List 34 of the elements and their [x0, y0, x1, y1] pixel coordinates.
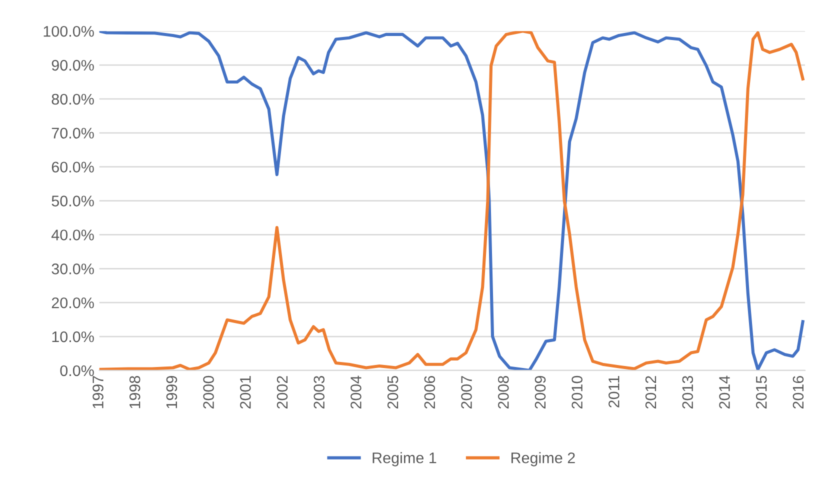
x-tick-label: 2013 [682, 376, 694, 409]
line-series [99, 31, 804, 370]
y-tick-label: 0.0% [60, 365, 94, 376]
x-tick-label: 2000 [203, 376, 214, 409]
x-tick-label: 2003 [314, 376, 325, 409]
y-tick-label: 20.0% [52, 297, 94, 308]
y-tick-label: 100.0% [44, 26, 94, 37]
x-tick-label: 2009 [534, 376, 546, 409]
x-tick-label: 2008 [498, 376, 509, 409]
x-tick-label: 1998 [129, 376, 140, 408]
x-tick-label: 2005 [387, 376, 398, 409]
y-tick-label: 40.0% [51, 230, 94, 240]
x-tick-label: 2015 [756, 376, 767, 409]
x-tick-label: 2006 [424, 376, 436, 409]
x-tick-label: 1999 [166, 376, 178, 408]
y-tick-label: 50.0% [52, 196, 94, 206]
legend-label: Regime 1 [372, 452, 436, 466]
y-tick-label: 80.0% [52, 94, 94, 105]
y-tick-label: 60.0% [52, 162, 94, 173]
legend-label: Regime 2 [511, 452, 575, 466]
y-tick-label: 90.0% [52, 60, 94, 71]
x-tick-label: 2004 [350, 376, 362, 409]
x-tick-label: 2007 [461, 376, 472, 409]
x-tick-label: 2010 [572, 376, 582, 409]
x-tick-label: 1997 [92, 376, 104, 408]
y-tick-label: 10.0% [52, 331, 94, 342]
x-tick-label: 2001 [240, 376, 251, 409]
x-tick-label: 2012 [645, 376, 656, 409]
x-tick-label: 2002 [276, 376, 288, 409]
x-tick-label: 2011 [608, 376, 620, 408]
x-tick-label: 2014 [719, 376, 730, 409]
x-tick-label: 2016 [792, 376, 804, 409]
y-tick-label: 70.0% [52, 128, 94, 139]
y-tick-label: 30.0% [52, 264, 94, 274]
